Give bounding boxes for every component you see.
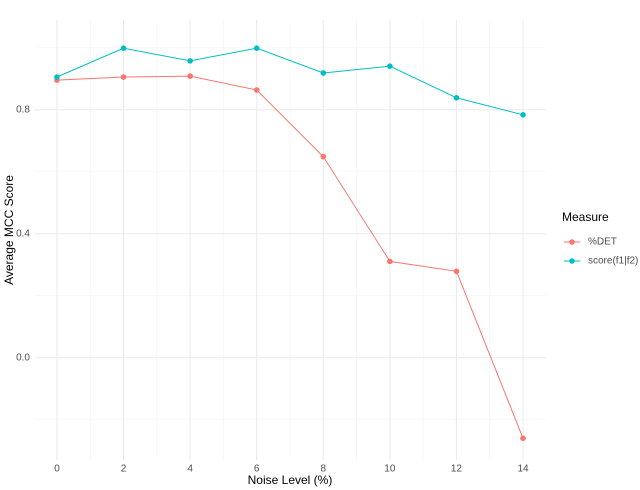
x-tick-label: 0: [54, 464, 60, 475]
y-axis-title: Average MCC Score: [2, 175, 16, 285]
x-tick-label: 14: [517, 464, 529, 475]
legend-key-point: [569, 239, 575, 245]
series-line: [56, 75, 524, 439]
data-point: [253, 87, 260, 93]
data-point: [453, 268, 460, 275]
legend-title: Measure: [562, 210, 609, 224]
data-point: [387, 258, 393, 265]
data-point: [520, 435, 526, 442]
data-point: [54, 74, 60, 80]
y-tick-label: 0.8: [16, 104, 30, 115]
x-tick-label: 8: [321, 464, 327, 475]
data-point: [453, 94, 460, 101]
x-axis-title: Noise Level (%): [248, 473, 333, 487]
y-tick-label: 0.0: [16, 352, 30, 363]
data-point: [120, 45, 127, 51]
data-point: [387, 63, 393, 69]
data-point: [320, 70, 327, 76]
legend-key-point: [569, 258, 575, 264]
data-point: [253, 45, 260, 51]
data-point: [520, 112, 526, 118]
series-line: [56, 47, 524, 116]
data-point: [320, 153, 327, 160]
y-tick-label: 0.4: [16, 228, 30, 239]
data-point: [187, 73, 193, 79]
data-point: [187, 58, 193, 64]
legend-label: %DET: [588, 237, 617, 248]
x-tick-label: 2: [121, 464, 127, 475]
x-tick-label: 4: [187, 464, 193, 475]
x-tick-label: 6: [254, 464, 260, 475]
legend-label: score(f1|f2): [588, 256, 638, 267]
data-point: [120, 74, 127, 80]
x-tick-label: 12: [451, 464, 463, 475]
x-tick-label: 10: [384, 464, 396, 475]
